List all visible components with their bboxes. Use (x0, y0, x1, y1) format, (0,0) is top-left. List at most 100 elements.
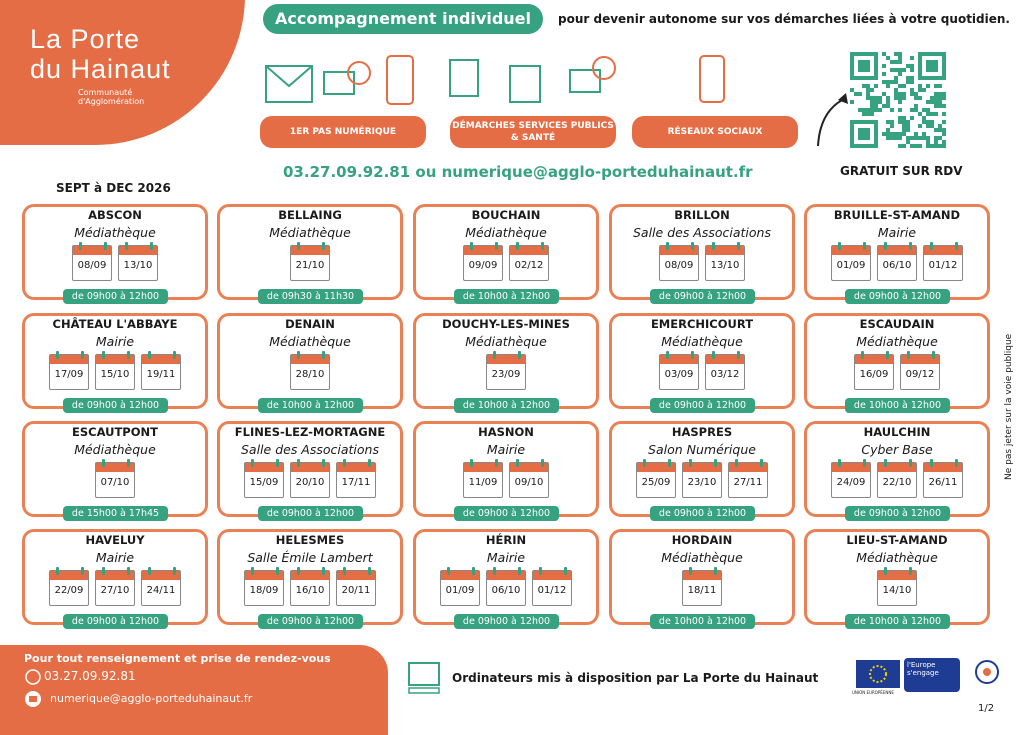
logo-line: La Porte (30, 24, 141, 54)
venue-card: HÉRIN Mairie 01/09 06/10 01/12 de 09h00 à 12h… (413, 529, 599, 629)
calendar: 01/12 (923, 242, 963, 281)
calendar-ring (838, 459, 841, 467)
date: 17/11 (341, 477, 371, 488)
venue-place: Mairie (486, 442, 526, 457)
calendar-band (683, 463, 721, 472)
qr-module (898, 92, 902, 96)
qr-module (898, 144, 902, 148)
date: 16/10 (295, 585, 325, 596)
calendar-ring (56, 351, 59, 359)
qr-module (902, 68, 906, 72)
calendar: 24/09 (831, 459, 871, 498)
venue-place: Salle des Associations (632, 225, 771, 240)
calendar-band (291, 246, 329, 255)
qr-module (850, 100, 854, 104)
qr-module (902, 124, 906, 128)
calendar: 13/10 (705, 242, 745, 281)
qr-module (926, 108, 930, 112)
date: 15/09 (249, 477, 279, 488)
service-button: RÉSEAUX SOCIAUX (632, 116, 798, 148)
calendar: 21/10 (290, 242, 330, 281)
date: 08/09 (664, 260, 694, 271)
venue-place: Cyber Base (861, 442, 933, 457)
shield-icon (347, 61, 371, 85)
venue-place: Médiathèque (74, 442, 156, 457)
calendar-ring (470, 459, 473, 467)
calendar: 01/09 (440, 567, 480, 606)
venue-place: Médiathèque (269, 334, 351, 349)
venue-card: CHÂTEAU L'ABBAYE Mairie 17/09 15/10 19/11 de … (22, 313, 208, 413)
arrow (817, 93, 848, 147)
qr-module (850, 88, 854, 92)
qr-module (914, 108, 918, 112)
qr-module (866, 108, 870, 112)
qr-module (930, 144, 934, 148)
calendar-ring (297, 567, 300, 575)
calendar-ring (102, 567, 105, 575)
calendar: 03/09 (659, 351, 699, 390)
qr-module (942, 144, 946, 148)
calendar-band (73, 246, 111, 255)
qr-code (850, 52, 946, 148)
qr-module (890, 68, 894, 72)
calendar-ring (127, 459, 130, 467)
calendar: 15/10 (95, 351, 135, 390)
venue-town: BOUCHAIN (471, 208, 541, 222)
venue-town: DOUCHY-LES-MINES (442, 317, 570, 331)
date: 06/10 (491, 585, 521, 596)
qr-module (934, 144, 938, 148)
venue-hours: de 09h00 à 12h00 (650, 289, 755, 304)
qr-module (922, 108, 926, 112)
calendar-ring (643, 459, 646, 467)
venue-hours: de 09h00 à 12h00 (63, 614, 168, 629)
venue-town: DENAIN (285, 317, 335, 331)
contact-line: 03.27.09.92.81 ou numerique@agglo-ported… (283, 163, 753, 181)
calendar-band (706, 355, 744, 364)
date: 09/10 (514, 477, 544, 488)
qr-module (902, 128, 906, 132)
qr-module (902, 84, 906, 88)
date: 28/10 (295, 369, 325, 380)
venue-town: ESCAUTPONT (72, 425, 158, 439)
calendar-band (510, 246, 548, 255)
venue-place: Mairie (95, 550, 135, 565)
calendar-ring (863, 459, 866, 467)
calendar-ring (518, 567, 521, 575)
qr-module (914, 132, 918, 136)
footer-computers: Ordinateurs mis à disposition par La Por… (452, 671, 819, 685)
qr-module (938, 96, 942, 100)
date: 18/11 (687, 585, 717, 596)
calendar-ring (297, 351, 300, 359)
globe-icon (592, 56, 616, 80)
calendar-ring (737, 242, 740, 250)
tagline: pour devenir autonome sur vos démarches … (558, 12, 1010, 26)
qr-module (898, 96, 902, 100)
calendar: 24/11 (141, 567, 181, 606)
calendar-ring (516, 459, 519, 467)
calendar: 17/11 (336, 459, 376, 498)
qr-module (918, 112, 922, 116)
calendar: 01/12 (532, 567, 572, 606)
qr-module (862, 112, 866, 116)
calendar-band (706, 246, 744, 255)
qr-module (918, 136, 922, 140)
calendar-band (901, 355, 939, 364)
calendar-ring (150, 242, 153, 250)
venue-town: BRILLON (674, 208, 730, 222)
date: 03/12 (710, 369, 740, 380)
qr-module (890, 132, 894, 136)
calendar-ring (297, 242, 300, 250)
calendar-ring (861, 351, 864, 359)
calendar-ring (495, 242, 498, 250)
qr-module (894, 76, 898, 80)
qr-module (870, 88, 874, 92)
qr-module (926, 144, 930, 148)
computer-icon (323, 71, 355, 95)
qr-module (926, 100, 930, 104)
venue-town: HAVELUY (85, 533, 145, 547)
calendar-band (96, 463, 134, 472)
computer-icon (569, 69, 601, 93)
venue-card: BOUCHAIN Médiathèque 09/09 02/12 de 10h00 à … (413, 204, 599, 304)
qr-module (910, 76, 914, 80)
calendar-ring (81, 351, 84, 359)
